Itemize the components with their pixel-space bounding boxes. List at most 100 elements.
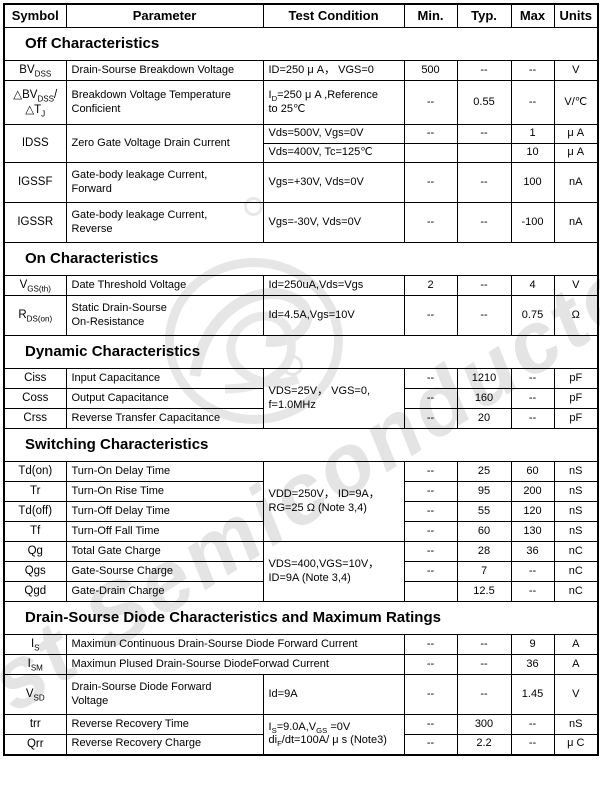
parameter-cell: Gate-body leakage Current, Reverse [65,202,264,243]
min-cell [403,581,458,602]
symbol-cell: VGS(th) [3,275,67,296]
units-cell: nS [553,461,599,482]
symbol-cell: trr [3,714,67,735]
min-cell: -- [403,734,458,755]
parameter-cell: Input Capacitance [65,368,264,389]
symbol-cell: Td(on) [3,461,67,482]
table-row: trr Reverse Recovery Time IS=9.0A,VGS =0… [3,714,599,755]
table-row: BVDSS Drain-Sourse Breakdown Voltage ID=… [3,60,599,81]
max-cell: -- [510,408,555,429]
test-condition-cell: Vgs=-30V, Vds=0V [262,202,405,243]
typ-cell: -- [456,60,512,81]
symbol-cell: Crss [3,408,67,429]
table-row: Ciss Input Capacitance VDS=25V， VGS=0, f=… [3,368,599,429]
parameter-cell: Turn-Off Fall Time [65,521,264,542]
min-cell: -- [403,368,458,389]
max-cell: -- [510,714,555,735]
parameter-cell: Drain-Sourse Breakdown Voltage [65,60,264,81]
table-row: Td(off) Turn-Off Delay Time -- 55 120 nS [3,501,599,522]
section-row: Dynamic Characteristics [3,335,599,369]
units-cell: A [553,634,599,655]
typ-cell: 7 [456,561,512,582]
min-cell: -- [403,124,458,144]
typ-cell: -- [456,634,512,655]
parameter-cell: Reverse Transfer Capacitance [65,408,264,429]
test-condition-cell: Id=9A [262,674,405,715]
test-condition-cell: ID=250 μ A， VGS=0 [262,60,405,81]
table-row: IS Maximun Continuous Drain-Sourse Diode… [3,634,599,655]
units-cell: nS [553,714,599,735]
symbol-cell: BVDSS [3,60,67,81]
column-header-parameter: Parameter [65,3,264,28]
section-heading: Off Characteristics [3,27,599,61]
max-cell: -- [510,388,555,409]
max-cell: -- [510,734,555,755]
units-cell: V/℃ [553,80,599,125]
typ-cell: 2.2 [456,734,512,755]
typ-cell: 12.5 [456,581,512,602]
typ-cell: -- [456,124,512,144]
units-cell: μ A [553,143,599,163]
units-cell: nC [553,561,599,582]
section-heading: Switching Characteristics [3,428,599,462]
units-cell: pF [553,408,599,429]
parameter-cell: Turn-On Rise Time [65,481,264,502]
parameter-cell: Turn-On Delay Time [65,461,264,482]
typ-cell: -- [456,654,512,675]
test-condition-cell: VDS=25V， VGS=0, f=1.0MHz [262,368,405,429]
typ-cell: -- [456,674,512,715]
test-condition-cell: ID=250 μ A ,Reference to 25℃ [262,80,405,125]
typ-cell: 300 [456,714,512,735]
parameter-cell: Output Capacitance [65,388,264,409]
units-cell: V [553,275,599,296]
min-cell: -- [403,541,458,562]
min-cell: -- [403,202,458,243]
column-header-test-condition: Test Condition [262,3,405,28]
table-row: RDS(on) Static Drain-Sourse On-Resistance… [3,295,599,336]
typ-cell: 25 [456,461,512,482]
typ-cell: -- [456,295,512,336]
min-cell: 500 [403,60,458,81]
test-condition-cell: Id=250uA,Vds=Vgs [262,275,405,296]
typ-cell: -- [456,162,512,203]
typ-cell: 28 [456,541,512,562]
typ-cell: 55 [456,501,512,522]
symbol-cell: IGSSR [3,202,67,243]
min-cell: -- [403,461,458,482]
symbol-cell: VSD [3,674,67,715]
units-cell: nA [553,202,599,243]
max-cell: 60 [510,461,555,482]
symbol-cell: IDSS [3,124,67,163]
max-cell: -- [510,561,555,582]
symbol-cell: Td(off) [3,501,67,522]
parameter-cell: Static Drain-Sourse On-Resistance [65,295,264,336]
symbol-cell: Coss [3,388,67,409]
parameter-cell: Zero Gate Voltage Drain Current [65,124,264,163]
symbol-cell: Qg [3,541,67,562]
min-cell: -- [403,634,458,655]
max-cell: 0.75 [510,295,555,336]
section-heading: On Characteristics [3,242,599,276]
table-row: △BVDSS/ △TJ Breakdown Voltage Temperatur… [3,80,599,125]
min-cell [403,143,458,163]
max-cell: 36 [510,541,555,562]
units-cell: nC [553,581,599,602]
test-condition-cell: VDS=400,VGS=10V， ID=9A (Note 3,4) [262,541,405,602]
units-cell: μ C [553,734,599,755]
max-cell: 200 [510,481,555,502]
parameter-cell: Reverse Recovery Charge [65,734,264,755]
min-cell: -- [403,388,458,409]
parameter-cell: Date Threshold Voltage [65,275,264,296]
min-cell: -- [403,674,458,715]
max-cell: -100 [510,202,555,243]
column-header-min: Min. [403,3,458,28]
units-cell: pF [553,368,599,389]
test-condition-cell: Vds=500V, Vgs=0V [262,124,405,144]
test-condition-cell: VDD=250V， ID=9A， RG=25 Ω (Note 3,4) [262,461,405,542]
typ-cell: 160 [456,388,512,409]
typ-cell: 20 [456,408,512,429]
parameter-cell: Drain-Sourse Diode Forward Voltage [65,674,264,715]
test-condition-cell: Vds=400V, Tc=125℃ [262,143,405,163]
max-cell: 9 [510,634,555,655]
table-row: IGSSR Gate-body leakage Current, Reverse … [3,202,599,243]
